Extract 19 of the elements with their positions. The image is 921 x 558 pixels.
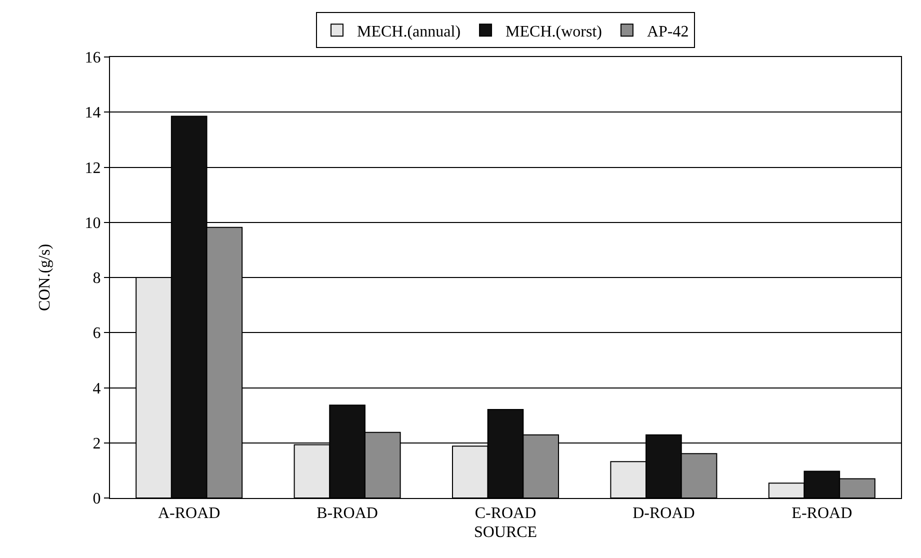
y-tick-label: 12 (84, 160, 101, 177)
y-tick-label: 14 (84, 104, 101, 122)
y-tick-label: 4 (92, 380, 101, 398)
x-tick-label: A-ROAD (158, 505, 220, 522)
legend-label: MECH.(annual) (357, 23, 461, 40)
y-tick-label: 0 (92, 490, 101, 508)
legend-label: MECH.(worst) (506, 23, 602, 40)
y-tick-label: 10 (84, 214, 101, 232)
y-axis-title: CON.(g/s) (36, 244, 54, 312)
x-tick-label: C-ROAD (474, 505, 536, 522)
y-tick-label: 2 (92, 435, 101, 452)
y-tick-label: 16 (84, 50, 101, 67)
legend-label: AP-42 (646, 23, 689, 40)
x-tick-label: D-ROAD (632, 505, 695, 522)
y-tick-label: 6 (92, 325, 101, 342)
x-tick-label: B-ROAD (316, 505, 378, 522)
x-axis-title: SOURCE (474, 524, 538, 541)
x-tick-label: E-ROAD (792, 505, 852, 522)
y-tick-label: 8 (92, 270, 101, 288)
